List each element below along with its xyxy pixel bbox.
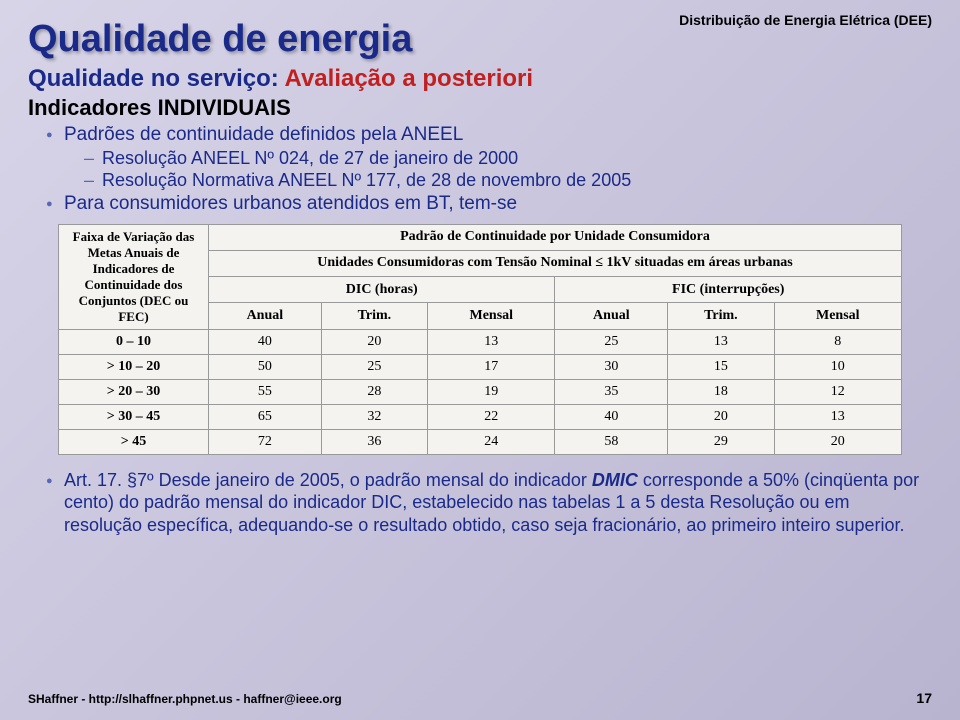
subtitle: Qualidade no serviço: Avaliação a poster… [28,65,932,93]
table-cell: 25 [321,354,427,379]
table-cell: 55 [209,379,322,404]
sub-bullet-item: Resolução ANEEL Nº 024, de 27 de janeiro… [84,147,932,170]
table-cell: 58 [555,429,668,454]
table-row: 0 – 10 40 20 13 25 13 8 [59,329,902,354]
table-cell: 8 [774,329,901,354]
bullet-item: Para consumidores urbanos atendidos em B… [46,192,932,216]
table-row: > 45 72 36 24 58 29 20 [59,429,902,454]
table-cell: 10 [774,354,901,379]
art17-list: Art. 17. §7º Desde janeiro de 2005, o pa… [46,469,932,537]
table-cell: 20 [321,329,427,354]
table-sub-header: Unidades Consumidoras com Tensão Nominal… [209,250,902,276]
table-cell: 22 [428,404,555,429]
art17-item: Art. 17. §7º Desde janeiro de 2005, o pa… [46,469,932,537]
table-col: Mensal [774,303,901,329]
table-row: > 10 – 20 50 25 17 30 15 10 [59,354,902,379]
table-cell: 15 [668,354,774,379]
table-range: > 45 [59,429,209,454]
bullet-item: Padrões de continuidade definidos pela A… [46,123,932,192]
table-cell: 20 [774,429,901,454]
table-cell: 65 [209,404,322,429]
art17-text1: Desde janeiro de 2005, o padrão mensal d… [159,470,592,490]
table-cell: 36 [321,429,427,454]
table-range: > 30 – 45 [59,404,209,429]
subtitle-red: Avaliação a posteriori [285,65,534,92]
art17-label: Art. 17. §7º [64,470,159,490]
table-col: Anual [209,303,322,329]
table-range: > 10 – 20 [59,354,209,379]
bullet-text: Padrões de continuidade definidos pela A… [64,124,463,145]
art17-dmic: DMIC [592,470,638,490]
table-cell: 17 [428,354,555,379]
continuity-table: Faixa de Variação das Metas Anuais de In… [58,224,902,455]
table-dic-header: DIC (horas) [209,277,555,303]
table-col: Anual [555,303,668,329]
table-col: Trim. [668,303,774,329]
table-cell: 29 [668,429,774,454]
table-cell: 72 [209,429,322,454]
indicators-heading: Indicadores INDIVIDUAIS [28,95,932,121]
table-col: Trim. [321,303,427,329]
table-cell: 12 [774,379,901,404]
bullet-list: Padrões de continuidade definidos pela A… [46,123,932,216]
table-cell: 18 [668,379,774,404]
table-cell: 24 [428,429,555,454]
table-cell: 32 [321,404,427,429]
table-cell: 35 [555,379,668,404]
table-cell: 40 [555,404,668,429]
table-cell: 13 [668,329,774,354]
table-cell: 30 [555,354,668,379]
subtitle-blue: Qualidade no serviço: [28,65,285,92]
table-main-header: Padrão de Continuidade por Unidade Consu… [209,224,902,250]
table-cell: 20 [668,404,774,429]
table-container: Faixa de Variação das Metas Anuais de In… [58,224,902,455]
sub-bullet-item: Resolução Normativa ANEEL Nº 177, de 28 … [84,169,932,192]
table-cell: 40 [209,329,322,354]
table-cell: 19 [428,379,555,404]
table-range: > 20 – 30 [59,379,209,404]
table-range: 0 – 10 [59,329,209,354]
table-row: > 20 – 30 55 28 19 35 18 12 [59,379,902,404]
table-left-header: Faixa de Variação das Metas Anuais de In… [59,224,209,329]
table-cell: 50 [209,354,322,379]
table-row: > 30 – 45 65 32 22 40 20 13 [59,404,902,429]
table-cell: 13 [774,404,901,429]
page-number: 17 [916,690,932,706]
footer-text: SHaffner - http://slhaffner.phpnet.us - … [28,692,342,706]
table-cell: 25 [555,329,668,354]
table-col: Mensal [428,303,555,329]
table-fic-header: FIC (interrupções) [555,277,902,303]
table-cell: 28 [321,379,427,404]
sub-bullet-list: Resolução ANEEL Nº 024, de 27 de janeiro… [84,147,932,192]
table-cell: 13 [428,329,555,354]
header-right: Distribuição de Energia Elétrica (DEE) [679,12,932,28]
